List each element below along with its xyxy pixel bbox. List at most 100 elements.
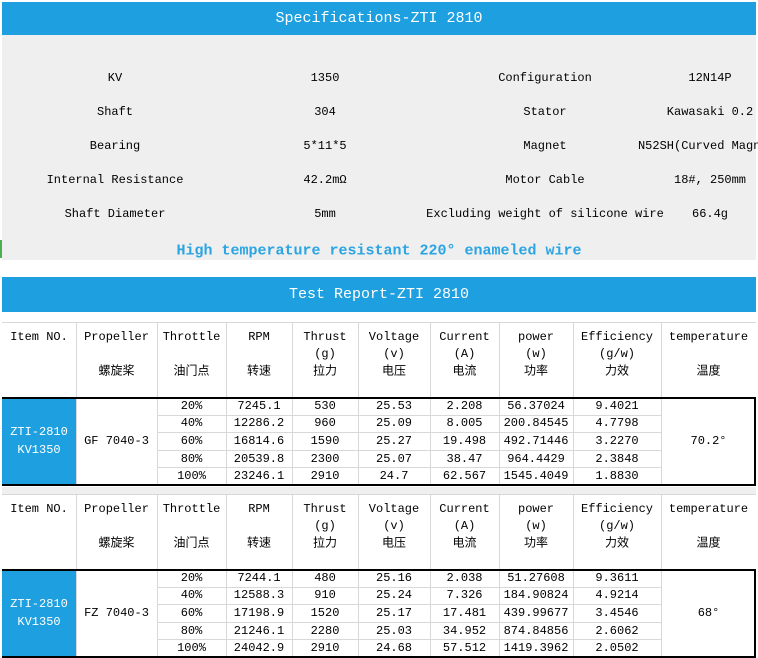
row-line: [157, 604, 661, 606]
cell: 60%: [180, 606, 203, 620]
item-no: KV1350: [17, 443, 61, 457]
column-header: Item NO.: [10, 330, 68, 344]
cell: 25.16: [375, 570, 413, 585]
cell: 910: [314, 588, 336, 603]
cell: 12286.2: [233, 416, 285, 431]
column-header: (g): [314, 518, 336, 533]
cell: 2.6062: [595, 623, 639, 638]
spec-label: Shaft: [96, 105, 134, 119]
cell: 20539.8: [233, 451, 285, 466]
grid-line: [499, 494, 500, 657]
grid-line: [292, 494, 293, 657]
cell: 57.512: [442, 641, 487, 656]
spec-panel: [2, 35, 756, 260]
grid-line: [499, 322, 500, 485]
spec-value: N52SH(Curved Magnet): [637, 139, 758, 153]
cell: 38.47: [446, 451, 483, 466]
column-header: power: [517, 502, 555, 516]
cell: 184.90824: [503, 588, 569, 603]
grid-line: [157, 322, 158, 485]
column-header: Voltage: [368, 330, 420, 344]
grid-line: [430, 494, 431, 657]
cell: 2.0502: [595, 641, 639, 656]
column-header: Current: [439, 502, 490, 516]
column-header: 油门点: [173, 536, 210, 551]
column-header: Efficiency: [580, 502, 654, 516]
column-header: 螺旋桨: [98, 536, 135, 551]
grid-line: [76, 494, 77, 657]
column-header: (g): [314, 346, 336, 361]
cell: 56.37024: [507, 398, 565, 413]
propeller: GF 7040-3: [84, 434, 149, 448]
cell: 964.4429: [507, 451, 565, 466]
column-header: (A): [453, 346, 476, 361]
grid-line: [358, 322, 359, 485]
row-line: [157, 449, 661, 451]
spec-label: Magnet: [523, 139, 567, 153]
cell: 2910: [310, 641, 340, 656]
column-header: 螺旋桨: [98, 364, 135, 379]
cell: 8.005: [446, 416, 483, 431]
spec-value: 66.4g: [691, 207, 729, 221]
cell: 1520: [310, 606, 340, 620]
cell: 40%: [180, 416, 203, 431]
grid-line: [76, 322, 77, 485]
cell: 25.27: [375, 434, 413, 448]
column-header: 转速: [246, 364, 272, 379]
cell: 530: [314, 398, 336, 413]
grid-line: [661, 322, 662, 485]
spec-value: 12N14P: [688, 71, 732, 85]
column-header: power: [517, 330, 555, 344]
spec-label: KV: [107, 71, 123, 85]
spec-label: Shaft Diameter: [64, 207, 166, 221]
report-banner: Test Report-ZTI 2810: [2, 277, 756, 312]
block-gap: [2, 487, 756, 494]
grid-line: [226, 322, 227, 485]
cell: 20%: [180, 398, 203, 413]
spec-note: High temperature resistant 220° enameled…: [176, 242, 582, 260]
column-header: temperature: [668, 502, 749, 516]
cell: 492.71446: [503, 434, 569, 448]
item-no: ZTI-2810: [10, 597, 68, 611]
grid-line: [573, 322, 574, 485]
cell: 20%: [180, 570, 203, 585]
temperature: 70.2°: [690, 434, 727, 448]
grid-line: [292, 322, 293, 485]
cell: 24.68: [375, 641, 413, 656]
cell: 7245.1: [237, 398, 281, 413]
cell: 2280: [310, 623, 340, 638]
temperature: 68°: [697, 606, 720, 620]
cell: 60%: [180, 434, 203, 448]
cell: 439.99677: [503, 606, 569, 620]
cell: 2.038: [446, 570, 483, 585]
cell: 1.8830: [595, 469, 639, 484]
cell: 2910: [310, 469, 340, 484]
cell: 17.481: [442, 606, 487, 620]
cell: 24042.9: [233, 641, 285, 656]
header-row: [2, 494, 756, 569]
column-header: temperature: [668, 330, 749, 344]
column-header: (A): [453, 518, 476, 533]
cell: 12588.3: [233, 588, 285, 603]
spec-title: Specifications-ZTI 2810: [275, 10, 483, 27]
cell: 4.9214: [595, 588, 639, 603]
column-header: Throttle: [162, 330, 221, 344]
spec-label: Excluding weight of silicone wire: [426, 207, 664, 221]
cell: 24.7: [379, 469, 409, 484]
column-header: Thrust: [303, 502, 347, 516]
cell: 9.3611: [595, 570, 639, 585]
header-row: [2, 322, 756, 397]
cell: 21246.1: [233, 623, 285, 638]
column-header: 拉力: [312, 536, 338, 551]
cell: 480: [314, 570, 336, 585]
cell: 25.24: [375, 588, 413, 603]
column-header: (v): [383, 518, 405, 533]
spec-value: 5*11*5: [303, 139, 347, 153]
spec-label: Bearing: [89, 139, 141, 153]
propeller: FZ 7040-3: [84, 606, 149, 620]
row-line: [157, 414, 661, 416]
cell: 3.2270: [595, 434, 639, 448]
spec-label: Motor Cable: [505, 173, 585, 187]
item-no: ZTI-2810: [10, 425, 68, 439]
